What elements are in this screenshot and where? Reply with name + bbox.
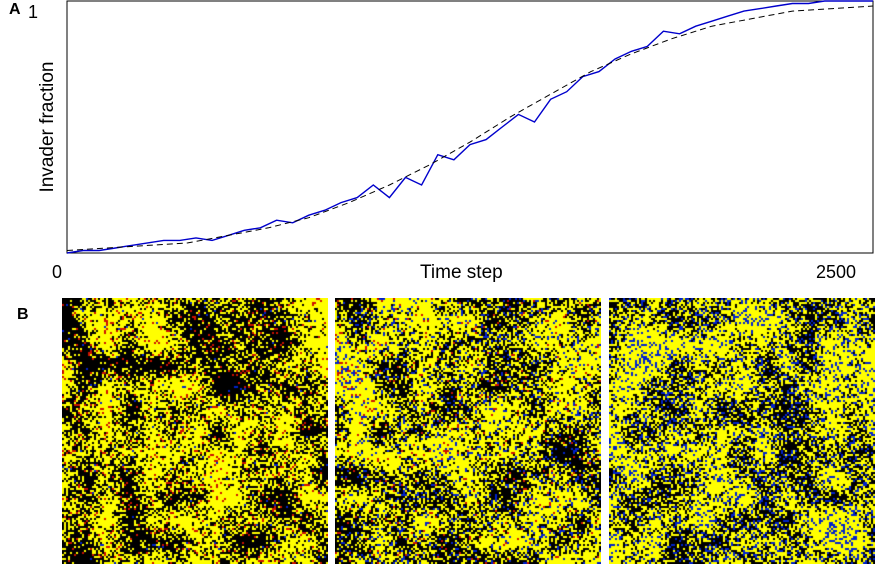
- lattice-snapshot-late: [609, 298, 875, 564]
- x-tick-label-2500: 2500: [816, 262, 857, 282]
- series-layer: [66, 0, 874, 254]
- y-axis-title: Invader fraction: [37, 61, 58, 193]
- y-tick-label-1: 1: [28, 2, 39, 22]
- series-fit-line: [66, 5, 874, 251]
- line-chart: [66, 0, 874, 254]
- x-axis-title: Time step: [420, 262, 503, 283]
- lattice-snapshot-middle: [335, 298, 601, 564]
- lattice-snapshot-early: [62, 298, 328, 564]
- panel-label-b: B: [17, 306, 29, 323]
- panel-label-a: A: [9, 1, 21, 18]
- plot-frame: [66, 0, 874, 254]
- series-invader-line: [66, 0, 873, 254]
- x-tick-label-0: 0: [52, 262, 63, 282]
